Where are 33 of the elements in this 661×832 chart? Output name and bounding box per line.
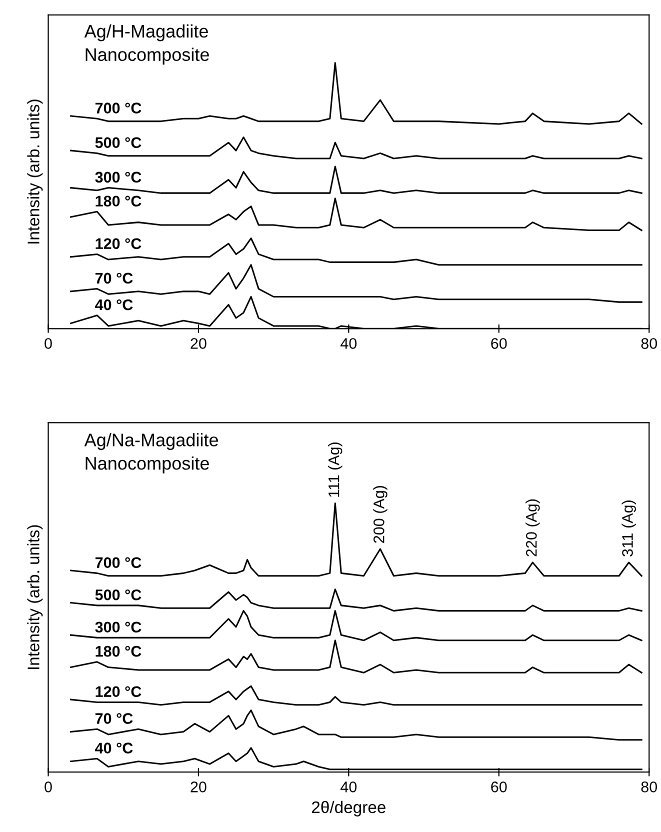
series-label: 700 °C <box>95 557 142 568</box>
x-tick-label: 20 <box>190 782 206 792</box>
series-label: 180 °C <box>96 196 142 207</box>
x-tick-label: 40 <box>340 782 357 792</box>
y-axis-title: Intensity (arb. units) <box>27 100 43 244</box>
annotation: 220 (Ag) <box>526 499 540 556</box>
x-tick-label: 80 <box>641 782 657 792</box>
series-label: 70 °C <box>95 272 133 284</box>
annotation: 200 (Ag) <box>373 486 388 543</box>
series-label: 40 °C <box>95 299 133 310</box>
annotation: 311 (Ag) <box>622 500 636 556</box>
annotation: 111 (Ag) <box>328 442 342 497</box>
series-label: 300 °C <box>95 172 142 183</box>
y-axis-title: Intensity (arb. units) <box>27 525 43 670</box>
series-label: 120 °C <box>96 238 142 250</box>
series-label: 300 °C <box>95 622 142 633</box>
series-label: 120 °C <box>96 686 142 698</box>
x-tick-label: 40 <box>340 338 357 349</box>
series-label: 500 °C <box>95 137 142 148</box>
x-tick-label: 60 <box>491 782 507 792</box>
series-label: 40 °C <box>95 742 133 754</box>
series-label: 180 °C <box>96 646 142 657</box>
x-tick-label: 0 <box>44 338 52 349</box>
x-tick-label: 0 <box>44 782 52 792</box>
series-label: 500 °C <box>95 589 142 600</box>
x-tick-label: 80 <box>641 338 657 349</box>
x-axis-title: 2θ/degree <box>312 800 386 816</box>
series-label: 70 °C <box>95 713 133 724</box>
text: Ag/Na-Magadiite Nanocomposite <box>84 433 218 474</box>
x-tick-label: 60 <box>491 338 507 349</box>
series-label: 700 °C <box>95 102 142 114</box>
x-tick-label: 20 <box>190 338 206 349</box>
annotation: Ag/H-Magadiite Nanocomposite <box>84 24 209 65</box>
